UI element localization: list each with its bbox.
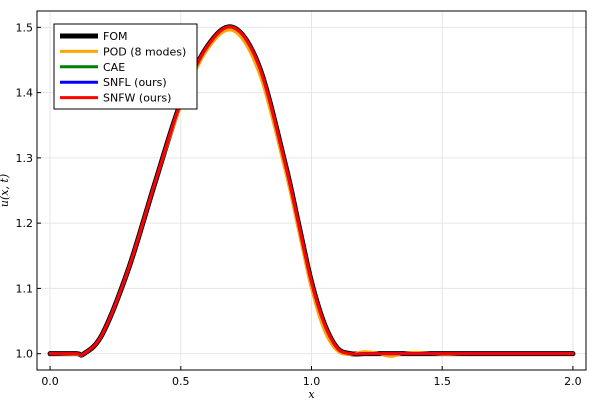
x-tick-label: 0.5 xyxy=(172,375,190,388)
y-tick-label: 1.2 xyxy=(16,217,34,230)
y-tick-label: 1.4 xyxy=(16,87,34,100)
x-tick-label: 2.0 xyxy=(564,375,582,388)
x-tick-label: 1.0 xyxy=(303,375,321,388)
x-tick-label: 0.0 xyxy=(41,375,59,388)
legend-label-pod-8-modes: POD (8 modes) xyxy=(103,45,186,58)
y-tick-label: 1.0 xyxy=(16,348,34,361)
legend: FOM POD (8 modes) CAE SNFL (ours) SNFW (ours… xyxy=(53,23,198,110)
series-layer xyxy=(47,24,576,358)
y-axis-label: u(x, t) xyxy=(0,174,11,207)
y-tick-label: 1.1 xyxy=(16,282,34,295)
legend-label-fom: FOM xyxy=(103,30,127,43)
legend-label-snfw-ours: SNFW (ours) xyxy=(103,92,171,105)
y-tick-label: 1.5 xyxy=(16,21,34,34)
legend-label-snfl-ours: SNFL (ours) xyxy=(103,76,167,89)
axis-ticks: 0.0 0.5 1.0 1.5 2.0 1.0 1.1 1.2 1.3 1.4 1.5 xyxy=(16,21,582,388)
grid-lines xyxy=(37,11,586,370)
x-axis-label: x xyxy=(308,388,315,400)
series-line-snfw-ours xyxy=(48,25,575,357)
legend-label-cae: CAE xyxy=(103,61,125,74)
x-tick-label: 1.5 xyxy=(433,375,451,388)
y-tick-label: 1.3 xyxy=(16,152,34,165)
